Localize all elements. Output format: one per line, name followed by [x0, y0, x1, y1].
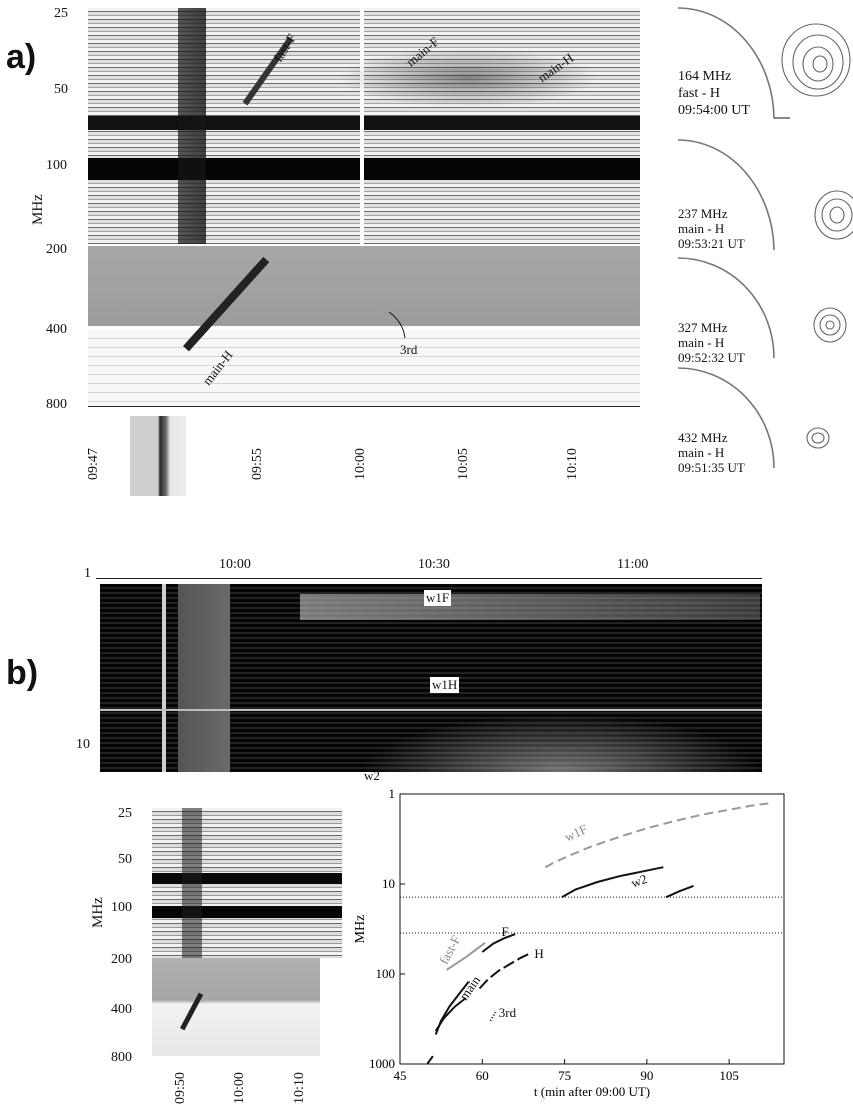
series-line-w2 [665, 884, 694, 899]
series-line-w2 [561, 866, 664, 899]
radio-image-3-freq: 327 MHz [678, 320, 728, 335]
panel-a-annotation-3rd: 3rd [400, 342, 418, 357]
panel-a-radio-images [677, 7, 853, 469]
radio-image-4-freq: 432 MHz [678, 430, 728, 445]
x-tick-label: 45 [394, 1068, 407, 1083]
x-tick-label: 75 [558, 1068, 571, 1083]
panel-b-annotation-w1f: w1F [424, 590, 452, 606]
x-tick-label: 90 [640, 1068, 653, 1083]
x-tick-label: 105 [719, 1068, 739, 1083]
small-spectrum-y-axis-label: MHz [90, 897, 106, 928]
radio-image-3-time: 09:52:32 UT [678, 350, 745, 365]
panel-b-annotation-w1h: w1H [430, 677, 460, 693]
panel-b-annotation-w2: w2 [364, 768, 380, 783]
small-spectrum-y-tick: 800 [111, 1050, 132, 1065]
panel-b-bright-upper-drift [300, 594, 760, 620]
series-label-w2: w2 [629, 871, 649, 891]
series-line-main [434, 997, 467, 1032]
panel-a-y-tick: 25 [54, 6, 68, 21]
small-spectrum-lower [152, 958, 320, 1056]
panel-a-white-gap [360, 8, 364, 244]
y-axis-label: MHz [353, 915, 368, 944]
panel-b-top-x-tick: 10:30 [418, 557, 450, 572]
radio-image-4-type: main - H [678, 445, 725, 460]
small-spectrum-x-tick: 10:10 [292, 1072, 307, 1104]
panel-a-x-tick: 10:00 [353, 448, 368, 480]
chart-frame [399, 793, 785, 1065]
small-spectrum-y-tick: 400 [111, 1002, 132, 1017]
panel-a-burst-band [338, 48, 598, 108]
small-spectrum-y-tick: 100 [111, 900, 132, 915]
series-line-fast-F [446, 942, 486, 971]
panel-a-y-tick: 400 [46, 322, 67, 337]
small-spectrum-upper [152, 808, 342, 958]
series-line-H [478, 951, 533, 990]
radio-image-1-info: 164 MHz fast - H 09:54:00 UT [678, 68, 750, 119]
panel-a-y-tick: 800 [46, 397, 67, 412]
small-spectrum-x-tick: 09:50 [173, 1072, 188, 1104]
panel-a-y-tick: 200 [46, 242, 67, 257]
x-tick-label: 60 [476, 1068, 489, 1083]
small-spectrum-x-tick: 10:00 [232, 1072, 247, 1104]
panel-a-x-tick: 10:10 [565, 448, 580, 480]
panel-a-3rd-pointer [388, 311, 406, 339]
series-label-3rd: 3rd [499, 1005, 517, 1020]
panel-a-x-tick: 09:47 [86, 448, 101, 480]
panel-a-x-tick: 09:55 [250, 448, 265, 480]
panel-b-y-tick: 10 [76, 737, 90, 752]
panel-a-x-tick: 10:05 [456, 448, 471, 480]
small-spectrum-main-streak [180, 992, 204, 1031]
radio-image-2-info: 237 MHz main - H 09:53:21 UT [678, 206, 745, 251]
y-tick-label: 10 [382, 876, 395, 891]
radio-image-2-freq: 237 MHz [678, 206, 728, 221]
radio-image-3-type: main - H [678, 335, 725, 350]
radio-image-2-time: 09:53:21 UT [678, 236, 745, 251]
panel-a-y-axis-label: MHz [30, 194, 46, 225]
y-tick-label: 1000 [369, 1056, 395, 1071]
series-label-w1F: w1F [562, 821, 589, 844]
small-spectrum-burst [182, 808, 202, 958]
series-line-3rd [489, 1010, 497, 1022]
panel-b-y-tick: 1 [84, 566, 91, 581]
panel-a-spectrogram-metric [88, 246, 640, 406]
panel-b-top-x-tick: 10:00 [219, 557, 251, 572]
y-tick-label: 1 [389, 786, 396, 801]
radio-image-3-info: 327 MHz main - H 09:52:32 UT [678, 320, 745, 365]
radio-image-2-type: main - H [678, 221, 725, 236]
y-tick-label: 100 [376, 966, 396, 981]
small-spectrum-y-tick: 50 [118, 852, 132, 867]
series-label-H: H [534, 946, 543, 961]
panel-a-y-tick: 50 [54, 82, 68, 97]
panel-a-y-tick: 100 [46, 158, 67, 173]
radio-image-1-time: 09:54:00 UT [678, 103, 750, 118]
radio-image-1-freq: 164 MHz [678, 69, 732, 84]
panel-b-mid-line [100, 709, 762, 711]
panel-a-x-axis [88, 406, 640, 407]
panel-b-top-x-tick: 11:00 [617, 557, 649, 572]
small-spectrum-y-tick: 25 [118, 806, 132, 821]
radio-image-4-time: 09:51:35 UT [678, 460, 745, 475]
small-spectrum-y-tick: 200 [111, 952, 132, 967]
series-line-F [481, 933, 516, 953]
panel-b-top-axis [96, 578, 762, 579]
series-line-unlabeled [426, 1055, 434, 1065]
panel-a-lower-white-bg [88, 330, 640, 406]
panel-b-lower-brightening [360, 714, 760, 772]
panel-a-label: a) [6, 38, 37, 76]
panel-a-spectrogram-decametric [88, 8, 640, 244]
drift-chart: 45 60 75 90 105 1 10 100 1000 t (min after 09:00 … [353, 786, 785, 1099]
panel-b-spectrogram [100, 584, 762, 772]
series-line-w1F [544, 801, 774, 869]
panel-a-inset-spectrum [130, 416, 186, 496]
radio-image-1-type: fast - H [678, 86, 720, 101]
series-label-F: F [501, 924, 508, 939]
radio-image-4-info: 432 MHz main - H 09:51:35 UT [678, 430, 745, 475]
panel-b-label: b) [6, 654, 39, 692]
x-axis-label: t (min after 09:00 UT) [534, 1084, 650, 1099]
